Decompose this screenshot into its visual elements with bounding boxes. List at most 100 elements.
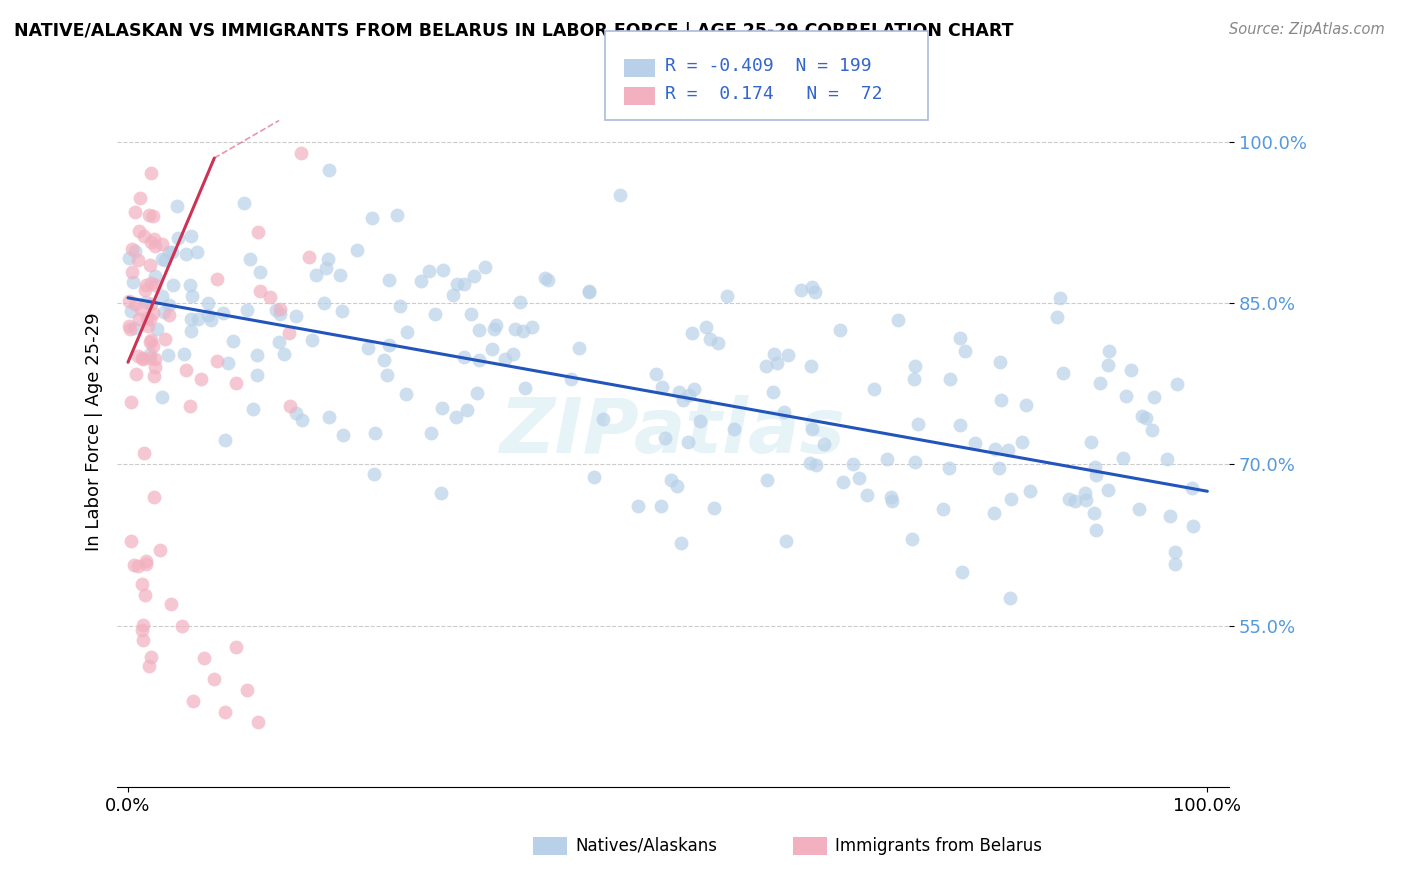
Point [1182, 519, 1205, 533]
Point [267, 334, 290, 349]
Point [494, 352, 516, 367]
Point [378, 338, 401, 352]
Point [314, 296, 336, 310]
Point [150, 252, 173, 266]
Point [468, 353, 491, 368]
Point [328, 268, 350, 282]
Point [503, 322, 526, 336]
Point [373, 353, 395, 368]
Point [285, 309, 308, 323]
Point [474, 260, 496, 274]
Point [441, 287, 464, 301]
Point [950, 565, 973, 579]
Point [121, 242, 143, 256]
Point [900, 533, 922, 547]
Point [651, 380, 673, 394]
Point [765, 356, 787, 370]
Point [132, 228, 155, 243]
Point [143, 351, 166, 366]
Point [1143, 390, 1166, 404]
Point [247, 225, 270, 239]
Point [583, 470, 606, 484]
Point [409, 274, 432, 288]
Point [162, 278, 184, 293]
Point [139, 333, 162, 347]
Point [432, 262, 454, 277]
Point [1085, 524, 1108, 538]
Point [214, 434, 236, 448]
Point [375, 368, 398, 382]
Point [1018, 483, 1040, 498]
Point [142, 490, 165, 504]
Point [536, 273, 558, 287]
Point [984, 442, 1007, 457]
Point [200, 313, 222, 327]
Point [120, 534, 142, 549]
Point [142, 369, 165, 384]
Point [763, 347, 786, 361]
Point [122, 558, 145, 573]
Point [887, 312, 910, 326]
Point [1164, 558, 1187, 572]
Point [460, 307, 482, 321]
Point [880, 490, 903, 504]
Point [668, 384, 690, 399]
Point [800, 359, 823, 374]
Text: Source: ZipAtlas.com: Source: ZipAtlas.com [1229, 22, 1385, 37]
Point [132, 352, 155, 367]
Point [855, 488, 877, 502]
Point [273, 347, 295, 361]
Point [578, 285, 600, 299]
Point [627, 499, 650, 513]
Y-axis label: In Labor Force | Age 25-29: In Labor Force | Age 25-29 [86, 313, 103, 551]
Point [446, 277, 468, 291]
Point [990, 392, 1012, 407]
Point [135, 294, 157, 309]
Point [395, 387, 418, 401]
Point [676, 434, 699, 449]
Point [212, 306, 235, 320]
Point [1140, 423, 1163, 437]
Point [127, 349, 149, 363]
Text: ZIPatlas: ZIPatlas [501, 395, 846, 469]
Point [316, 252, 339, 266]
Point [128, 312, 150, 326]
Point [904, 359, 927, 373]
Point [157, 244, 180, 259]
Point [132, 618, 155, 632]
Point [953, 344, 976, 359]
Point [153, 304, 176, 318]
Point [290, 145, 312, 160]
Point [512, 324, 534, 338]
Point [134, 588, 156, 602]
Point [239, 252, 262, 266]
Point [357, 342, 380, 356]
Point [120, 304, 142, 318]
Point [482, 322, 505, 336]
Point [1057, 491, 1080, 506]
Point [174, 246, 197, 260]
Point [249, 265, 271, 279]
Point [678, 388, 700, 402]
Point [291, 413, 314, 427]
Point [131, 351, 153, 366]
Point [778, 348, 800, 362]
Point [609, 188, 631, 202]
Point [143, 277, 166, 292]
Point [800, 422, 823, 436]
Point [804, 285, 827, 299]
Point [998, 591, 1021, 606]
Point [1135, 411, 1157, 425]
Point [160, 597, 183, 611]
Point [830, 323, 852, 337]
Point [202, 673, 225, 687]
Point [127, 559, 149, 574]
Point [269, 302, 291, 317]
Point [127, 253, 149, 268]
Point [468, 323, 491, 337]
Point [121, 394, 143, 409]
Point [723, 421, 745, 435]
Point [1052, 366, 1074, 380]
Point [135, 557, 157, 571]
Point [246, 368, 269, 382]
